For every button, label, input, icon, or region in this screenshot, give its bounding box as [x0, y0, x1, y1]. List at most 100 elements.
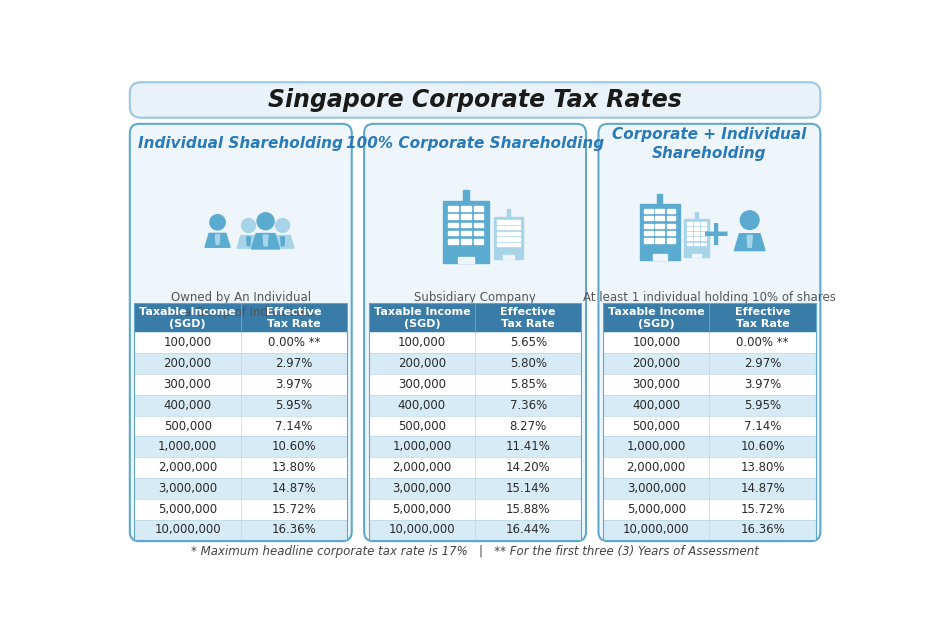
Text: 100% Corporate Shareholding: 100% Corporate Shareholding — [346, 136, 604, 152]
Text: 15.72%: 15.72% — [740, 503, 785, 515]
Bar — [684, 219, 709, 257]
Text: 5.85%: 5.85% — [510, 378, 547, 391]
Bar — [514, 237, 520, 240]
Bar — [667, 209, 675, 213]
Text: 5,000,000: 5,000,000 — [627, 503, 686, 515]
Polygon shape — [251, 233, 280, 249]
Bar — [134, 416, 347, 436]
Bar — [134, 478, 347, 499]
Bar — [134, 436, 347, 457]
Text: 10,000,000: 10,000,000 — [154, 524, 221, 536]
Bar — [474, 223, 484, 227]
Bar — [644, 238, 654, 243]
FancyBboxPatch shape — [364, 124, 586, 541]
Text: Effective
Tax Rate: Effective Tax Rate — [735, 307, 791, 328]
Bar — [134, 303, 347, 332]
Bar — [505, 221, 512, 224]
Bar — [644, 209, 654, 213]
Bar — [369, 436, 581, 457]
Bar — [655, 231, 664, 235]
Bar — [369, 416, 581, 436]
Bar — [603, 353, 816, 374]
Bar — [461, 206, 471, 210]
Bar — [687, 232, 692, 235]
Text: Effective
Tax Rate: Effective Tax Rate — [501, 307, 556, 328]
Bar — [369, 478, 581, 499]
Text: 10,000,000: 10,000,000 — [388, 524, 455, 536]
Polygon shape — [215, 235, 220, 245]
Bar — [603, 436, 816, 457]
Bar — [497, 237, 503, 240]
Bar — [448, 223, 458, 227]
Bar — [448, 239, 458, 243]
Circle shape — [275, 219, 289, 233]
Bar — [497, 231, 503, 235]
Bar — [448, 206, 458, 210]
Bar — [701, 227, 706, 230]
Text: 200,000: 200,000 — [163, 357, 211, 370]
Text: Singapore Corporate Tax Rates: Singapore Corporate Tax Rates — [268, 88, 682, 112]
Text: At least 1 individual holding 10% of shares: At least 1 individual holding 10% of sha… — [583, 291, 836, 304]
Text: 16.36%: 16.36% — [272, 524, 316, 536]
Bar — [507, 209, 510, 217]
Text: 100,000: 100,000 — [632, 337, 680, 349]
Bar — [474, 214, 484, 219]
Bar — [692, 254, 701, 257]
Text: 3.97%: 3.97% — [744, 378, 781, 391]
Bar — [369, 374, 581, 395]
Polygon shape — [237, 236, 260, 248]
Text: Individual Shareholding: Individual Shareholding — [138, 136, 343, 152]
Bar — [497, 226, 503, 230]
Bar — [695, 212, 698, 219]
Bar — [134, 395, 347, 416]
Bar — [694, 227, 699, 230]
Text: 2,000,000: 2,000,000 — [627, 461, 686, 474]
Text: 300,000: 300,000 — [398, 378, 446, 391]
Circle shape — [242, 219, 256, 233]
Text: Taxable Income
(SGD): Taxable Income (SGD) — [139, 307, 236, 328]
Bar — [694, 238, 699, 240]
Bar — [134, 303, 347, 540]
Bar — [514, 243, 520, 246]
Text: 14.87%: 14.87% — [740, 482, 785, 495]
Bar — [655, 238, 664, 243]
Bar — [134, 499, 347, 520]
Text: +: + — [701, 218, 730, 252]
Text: 14.20%: 14.20% — [506, 461, 551, 474]
Bar — [458, 257, 474, 263]
Bar — [603, 395, 816, 416]
Bar — [505, 243, 512, 246]
Bar — [603, 303, 816, 540]
Bar — [653, 254, 667, 260]
Text: 10.60%: 10.60% — [272, 441, 316, 453]
Polygon shape — [205, 233, 230, 247]
Bar — [687, 238, 692, 240]
Text: 100,000: 100,000 — [398, 337, 446, 349]
FancyBboxPatch shape — [130, 82, 820, 118]
Bar — [369, 395, 581, 416]
Text: 5,000,000: 5,000,000 — [159, 503, 217, 515]
Bar — [514, 221, 520, 224]
Bar — [701, 243, 706, 245]
Text: 400,000: 400,000 — [632, 399, 680, 411]
Text: 7.14%: 7.14% — [275, 420, 312, 432]
Bar — [369, 457, 581, 478]
Text: 0.00% **: 0.00% ** — [268, 337, 320, 349]
Bar — [461, 214, 471, 219]
Text: 400,000: 400,000 — [163, 399, 211, 411]
Polygon shape — [747, 235, 752, 247]
Text: 5.95%: 5.95% — [275, 399, 312, 411]
Bar — [134, 520, 347, 540]
Polygon shape — [263, 235, 268, 246]
Bar — [657, 194, 662, 204]
Text: 2.97%: 2.97% — [743, 357, 781, 370]
Bar — [687, 222, 692, 225]
Text: Taxable Income
(SGD): Taxable Income (SGD) — [608, 307, 705, 328]
Bar — [442, 201, 489, 263]
Text: 2.97%: 2.97% — [275, 357, 312, 370]
Text: 100,000: 100,000 — [163, 337, 211, 349]
Bar — [603, 332, 816, 353]
Bar — [461, 239, 471, 243]
Text: * Maximum headline corporate tax rate is 17%   |   ** For the first three (3) Ye: * Maximum headline corporate tax rate is… — [191, 545, 759, 558]
Bar — [369, 332, 581, 353]
